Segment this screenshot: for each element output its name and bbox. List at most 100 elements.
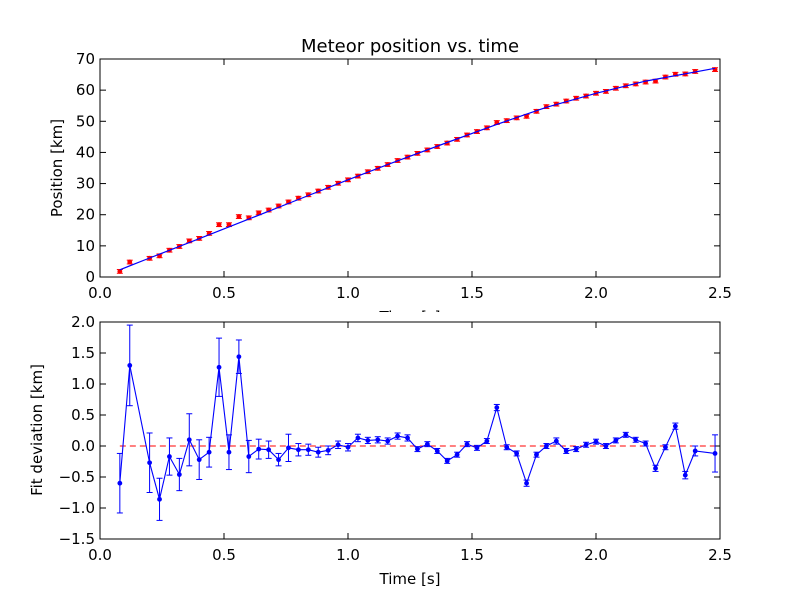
x-tick-label: 2.0 [584, 284, 608, 302]
data-point [315, 449, 321, 455]
x-tick-label: 0.0 [88, 546, 112, 564]
data-point [335, 442, 341, 448]
data-point [127, 363, 133, 368]
x-tick-label: 2.5 [708, 284, 732, 302]
y-tick-label: 0 [85, 268, 95, 286]
x-axis-label: Time [s] [379, 570, 441, 588]
x-tick-label: 1.5 [460, 546, 484, 564]
data-point [325, 447, 331, 453]
y-tick-label: 10 [76, 237, 95, 255]
data-point [682, 472, 688, 478]
data-point [484, 438, 490, 444]
data-point [296, 447, 301, 453]
data-point [415, 446, 420, 452]
data-point [424, 441, 430, 447]
data-point [216, 364, 222, 370]
data-point [544, 443, 549, 449]
data-point [712, 451, 718, 456]
data-point [663, 444, 668, 450]
fit-line [119, 67, 716, 271]
data-point [256, 446, 262, 452]
y-tick-label: 0.0 [71, 437, 95, 455]
x-tick-label: 1.5 [460, 284, 484, 302]
data-point [147, 460, 153, 466]
y-tick-label: 0.5 [71, 406, 95, 424]
y-tick-labels: −1.5 −1.0 −0.5 0.0 0.5 1.0 1.5 2.0 [59, 313, 720, 548]
data-point [375, 437, 381, 443]
data-point [692, 448, 698, 454]
data-point [603, 443, 609, 449]
data-point [444, 458, 450, 464]
chart-title: Meteor position vs. time [301, 36, 519, 57]
x-tick-label: 1.0 [336, 284, 360, 302]
data-point [206, 449, 212, 455]
data-point [464, 441, 470, 447]
data-point [355, 435, 361, 441]
data-point [305, 447, 311, 453]
data-point [712, 67, 718, 72]
y-tick-label: 1.5 [71, 344, 95, 362]
y-tick-label: 20 [76, 206, 95, 224]
data-point [395, 433, 400, 439]
data-point [286, 445, 291, 451]
axis-background [100, 312, 720, 326]
data-point [365, 438, 371, 443]
data-point [226, 449, 232, 455]
data-point [633, 437, 639, 443]
data-point [454, 452, 460, 458]
x-tick-label: 0.5 [212, 284, 236, 302]
data-point [216, 222, 222, 228]
y-axis-label: Position [km] [48, 119, 66, 217]
y-tick-label: 40 [76, 143, 95, 161]
data-point [494, 405, 500, 410]
data-point [623, 432, 629, 438]
data-point [653, 465, 658, 471]
x-tick-label: 0.5 [212, 546, 236, 564]
y-tick-labels: 0 10 20 30 40 50 60 70 [76, 50, 720, 286]
data-point [593, 439, 599, 445]
data-point [236, 214, 242, 219]
data-point [613, 438, 619, 443]
data-point [276, 457, 281, 463]
data-point [405, 435, 410, 441]
y-tick-label: 1.0 [71, 375, 95, 393]
data-point [385, 438, 391, 444]
data-point [583, 442, 589, 448]
y-tick-label: −1.0 [59, 499, 95, 517]
data-point [186, 437, 192, 443]
data-point [127, 259, 133, 265]
fit-deviation-chart: Fit deviation [km] 0.0 0.5 1.0 1.5 2.0 2.5 −1… [28, 312, 732, 588]
data-point [524, 480, 529, 486]
plot-frame [99, 321, 721, 540]
data-point [256, 210, 262, 216]
data-point [167, 454, 172, 459]
data-point [504, 444, 510, 450]
data-point [157, 496, 162, 502]
y-tick-label: −1.5 [59, 530, 95, 548]
plot-frame [99, 58, 721, 278]
x-tick-label: 0.0 [88, 284, 112, 302]
data-point [573, 446, 579, 452]
deviation-line [119, 356, 716, 500]
data-point [196, 457, 202, 463]
y-tick-label: 50 [76, 112, 95, 130]
x-tick-label: 2.0 [584, 546, 608, 564]
y-axis-label: Fit deviation [km] [28, 364, 46, 496]
position-chart: Meteor position vs. time Position [km] 0… [48, 36, 732, 326]
data-point [246, 454, 252, 459]
data-point [534, 452, 539, 458]
data-point [563, 448, 569, 454]
y-tick-label: 70 [76, 50, 95, 68]
y-tick-label: 30 [76, 175, 95, 193]
data-point [117, 480, 123, 486]
data-point [514, 451, 520, 456]
data-point [236, 354, 242, 360]
data-point [474, 445, 480, 451]
data-point [434, 448, 440, 454]
data-point [672, 423, 678, 429]
plot-marks [116, 67, 719, 274]
x-tick-label: 2.5 [708, 546, 732, 564]
data-point [643, 441, 648, 446]
data-point [176, 472, 182, 477]
y-tick-label: 2.0 [71, 313, 95, 331]
